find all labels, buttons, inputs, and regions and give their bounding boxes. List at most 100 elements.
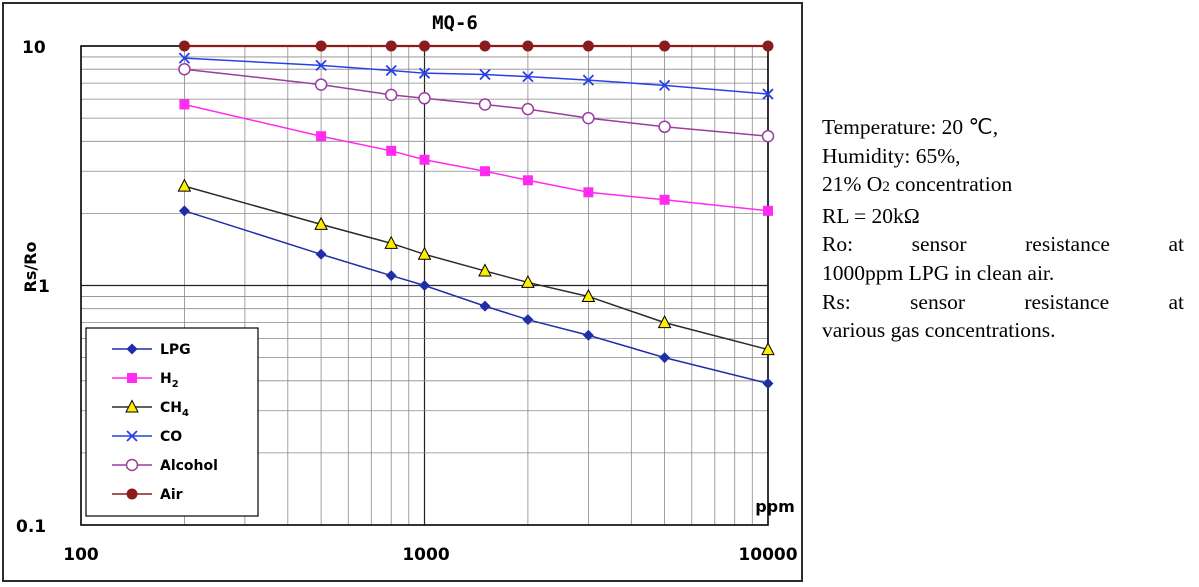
square-marker [583, 187, 594, 198]
data-point-h2-800 [386, 145, 397, 156]
data-point-lpg-2000 [522, 314, 534, 326]
diamond-marker [582, 329, 594, 341]
data-point-air-10000 [762, 40, 774, 52]
note-oxygen-sub: 2 [882, 179, 890, 196]
series-alcohol [178, 62, 775, 143]
x-marker-stroke [315, 59, 327, 72]
note-humidity: Humidity: 65%, [822, 143, 961, 168]
data-point-co-500 [315, 59, 327, 72]
series-line-h2 [184, 103, 769, 212]
data-point-h2-200 [179, 99, 190, 110]
series-layer [177, 40, 775, 389]
triangle-marker [478, 263, 492, 277]
data-point-ch4-3000 [581, 288, 596, 302]
circle-marker [658, 120, 671, 134]
legend-label-ch4: CH4 [160, 400, 189, 419]
data-point-alcohol-500 [314, 78, 328, 91]
diamond-marker [659, 352, 671, 364]
x-marker-stroke [385, 64, 397, 77]
data-point-alcohol-800 [384, 88, 398, 102]
note-oxygen-pre: 21% O [822, 172, 883, 197]
data-point-co-5000 [658, 79, 671, 91]
x-marker-stroke [178, 52, 191, 64]
circle-marker [315, 40, 327, 52]
triangle-marker [177, 178, 192, 192]
data-point-h2-10000 [763, 205, 773, 216]
data-point-air-1000 [419, 40, 430, 52]
legend-label-air: Air [160, 487, 183, 503]
legend-marker-lpg [126, 343, 138, 355]
circle-marker [418, 92, 431, 105]
circle-marker [762, 40, 774, 52]
data-point-air-3000 [582, 40, 594, 52]
series-h2 [179, 99, 773, 216]
legend-marker-ch4 [125, 399, 139, 413]
y-tick-label-0.1: 0.1 [16, 517, 46, 537]
legend-label-alcohol: Alcohol [160, 458, 218, 474]
x-marker-stroke [522, 70, 534, 83]
x-axis-unit-label: ppm [755, 497, 795, 516]
data-point-ch4-500 [314, 216, 328, 230]
data-point-h2-1000 [419, 154, 430, 165]
triangle-marker [657, 315, 672, 329]
data-point-lpg-10000 [762, 377, 774, 389]
series-air [178, 40, 774, 52]
y-axis-label: Rs/Ro [21, 241, 40, 292]
data-point-alcohol-5000 [658, 120, 671, 134]
chart-title: MQ-6 [432, 12, 478, 34]
legend-marker-h2 [127, 373, 137, 383]
legend-label-subscript: 4 [182, 408, 189, 419]
data-point-ch4-1000 [417, 246, 432, 260]
legend-item-ch4: CH4 [112, 399, 189, 419]
square-marker [179, 99, 190, 110]
data-point-h2-500 [316, 131, 327, 142]
data-point-air-500 [315, 40, 327, 52]
series-line-alcohol [184, 68, 769, 137]
note-ro-definition-2: 1000ppm LPG in clean air. [822, 260, 1055, 285]
series-co [178, 52, 774, 100]
x-tick-label-100: 100 [63, 545, 99, 565]
square-marker [419, 154, 430, 165]
triangle-marker [314, 216, 328, 230]
data-point-ch4-2000 [521, 274, 535, 288]
data-point-co-3000 [582, 74, 595, 86]
legend-item-co: CO [112, 429, 182, 445]
data-point-alcohol-1000 [418, 92, 431, 105]
note-oxygen: 21% O2 concentration [822, 170, 1184, 202]
square-marker [479, 166, 490, 177]
data-point-alcohol-2000 [521, 102, 535, 116]
circle-marker [479, 40, 491, 52]
x-marker-stroke [418, 67, 431, 79]
square-marker [386, 145, 397, 156]
diamond-marker [479, 300, 491, 312]
square-marker [763, 205, 773, 216]
triangle-marker [581, 288, 596, 302]
note-temperature: Temperature: 20 ℃, [822, 115, 999, 139]
x-marker-stroke [582, 74, 595, 86]
x-marker-stroke [126, 430, 138, 442]
circle-marker [582, 111, 595, 125]
data-point-air-800 [385, 40, 397, 52]
y-tick-label-1: 1 [38, 277, 50, 297]
x-marker-stroke [762, 88, 774, 100]
data-point-air-2000 [522, 40, 534, 52]
triangle-marker [417, 246, 432, 260]
data-point-alcohol-1500 [478, 98, 492, 111]
diamond-marker [385, 270, 397, 282]
data-point-lpg-200 [178, 205, 190, 217]
circle-marker [384, 88, 398, 102]
data-point-lpg-800 [385, 270, 397, 282]
circle-marker [582, 40, 594, 52]
circle-marker [125, 458, 139, 472]
legend-marker-air [126, 488, 138, 500]
legend-label-co: CO [160, 429, 182, 445]
data-point-alcohol-200 [178, 62, 191, 76]
test-conditions-notes: Temperature: 20 ℃, Humidity: 65%, 21% O2… [822, 113, 1184, 345]
legend-item-lpg: LPG [112, 342, 191, 358]
data-point-ch4-200 [177, 178, 192, 192]
data-point-alcohol-10000 [761, 129, 775, 143]
data-point-h2-5000 [659, 194, 670, 205]
data-point-co-800 [385, 64, 397, 77]
data-point-lpg-3000 [582, 329, 594, 341]
series-lpg [178, 205, 774, 389]
